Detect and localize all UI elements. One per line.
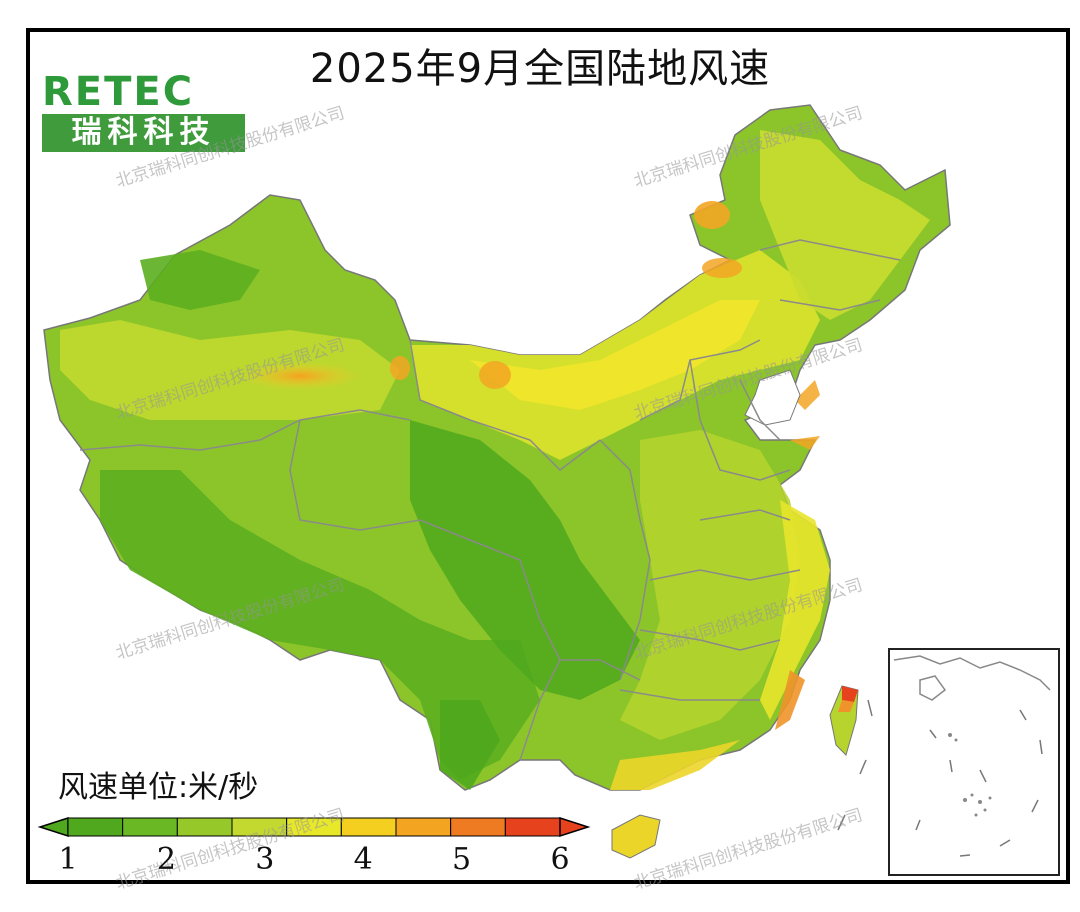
legend-tick-label: 1: [58, 842, 78, 877]
hainan-island: [611, 814, 661, 859]
legend-swatch: [122, 817, 178, 837]
legend-tick-label: 3: [255, 842, 275, 877]
legend-arrow-high: [559, 816, 591, 838]
legend-swatch: [340, 817, 397, 837]
legend-swatch: [176, 817, 233, 837]
legend-colorbar: [37, 816, 591, 838]
bohai-sea: [744, 369, 801, 426]
inset-map: [893, 655, 1051, 857]
unit-label: 风速单位:米/秒: [58, 770, 259, 805]
logo-subtitle: 瑞科科技: [42, 114, 245, 152]
legend-swatch: [67, 817, 124, 837]
south-china-sea-inset: [888, 648, 1060, 876]
legend-swatch: [395, 817, 452, 837]
legend-tick-label: 4: [353, 842, 373, 877]
legend-tick-label: 5: [452, 842, 472, 877]
legend-tick-label: 2: [156, 842, 176, 877]
legend-tick-label: 6: [550, 842, 570, 877]
legend-swatch: [504, 817, 561, 837]
map-title: 2025年9月全国陆地风速: [309, 46, 771, 92]
province-boundaries: [79, 239, 901, 761]
legend-arrow-low: [37, 816, 69, 838]
retec-logo: RETEC 瑞科科技: [42, 72, 247, 154]
legend-swatch: [450, 817, 506, 837]
logo-brand: RETEC: [42, 69, 195, 115]
